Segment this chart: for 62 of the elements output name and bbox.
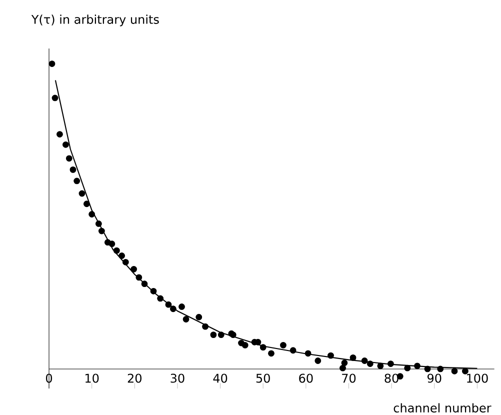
point — [377, 362, 384, 370]
point — [130, 266, 137, 272]
x-tick-label: 90 — [427, 374, 442, 383]
point — [290, 347, 296, 354]
point — [157, 295, 164, 302]
point — [304, 350, 312, 357]
point — [414, 362, 420, 370]
point — [66, 155, 72, 162]
point — [340, 364, 346, 372]
point — [280, 342, 286, 348]
point — [150, 288, 157, 294]
point — [74, 178, 80, 184]
point — [268, 350, 274, 357]
point — [314, 358, 322, 364]
point — [70, 166, 76, 173]
x-tick-label: 10 — [86, 374, 99, 383]
x-tick-label: 0 — [46, 374, 52, 383]
point — [424, 366, 431, 372]
point — [388, 360, 394, 368]
point — [451, 368, 458, 374]
point — [78, 190, 86, 197]
x-tick-label: 30 — [170, 374, 184, 383]
x-tick-label: 50 — [256, 374, 270, 383]
x-tick-label: 40 — [213, 374, 228, 383]
point — [113, 247, 120, 254]
x-tick-label: 20 — [128, 374, 142, 383]
point — [108, 240, 116, 248]
point — [48, 60, 56, 67]
point — [56, 131, 63, 138]
x-tick-label: 100 — [467, 374, 488, 383]
y-axis-title: Y(τ) in arbitrary units — [31, 14, 159, 26]
point — [122, 258, 129, 266]
point — [437, 366, 444, 372]
point — [196, 314, 202, 320]
point — [328, 352, 334, 359]
point — [118, 252, 126, 259]
point — [98, 228, 105, 234]
point — [242, 342, 248, 348]
point — [462, 368, 468, 374]
x-axis-title: channel number — [394, 403, 492, 412]
point — [95, 220, 102, 227]
point — [52, 94, 58, 102]
point — [350, 354, 356, 361]
point — [260, 344, 266, 351]
point — [218, 332, 224, 338]
point — [165, 301, 172, 308]
point — [210, 332, 217, 338]
point — [178, 304, 185, 310]
point — [170, 306, 176, 312]
point — [141, 280, 148, 288]
point — [182, 316, 190, 322]
x-tick-label: 60 — [299, 374, 313, 383]
point — [366, 360, 374, 368]
x-tick-label: 70 — [342, 374, 356, 383]
point — [341, 360, 348, 366]
point — [83, 200, 90, 208]
point — [136, 274, 142, 281]
point — [404, 364, 411, 372]
point — [62, 141, 69, 148]
point — [88, 211, 96, 218]
point — [202, 323, 208, 330]
point — [361, 358, 368, 364]
